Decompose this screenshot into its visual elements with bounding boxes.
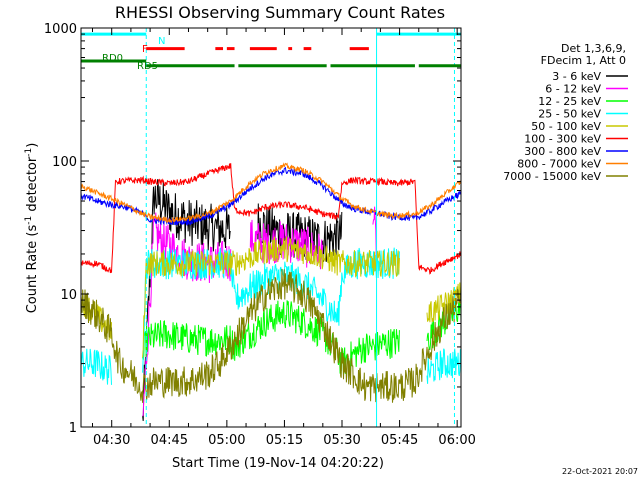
y-axis-label-main: Count Rate (s: [25, 225, 40, 314]
y-axis-label-end: ): [25, 143, 40, 148]
flag-label-f: F: [142, 44, 148, 55]
legend-entry-label: 50 - 100 keV: [531, 120, 601, 133]
vline-layer: [145, 28, 455, 427]
y-tick-label: 10: [60, 288, 77, 303]
plot-frame: [80, 27, 462, 428]
series-layer: [80, 162, 462, 421]
flag-layer: [81, 32, 461, 68]
series-line-5: [80, 163, 462, 275]
y-axis-label-group: Count Rate (s-1 detector-1): [24, 143, 40, 314]
x-tick-label: 05:45: [381, 433, 418, 448]
series-line-2: [142, 295, 462, 377]
x-tick-label: 04:30: [93, 433, 130, 448]
y-axis-label-mid: detector: [25, 156, 40, 216]
legend-entry-label: 3 - 6 keV: [552, 70, 601, 83]
legend-entry-label: 800 - 7000 keV: [517, 158, 601, 171]
y-tick-label: 100: [52, 155, 77, 170]
series-line-7: [80, 162, 462, 224]
legend-entry-label: 12 - 25 keV: [538, 95, 601, 108]
y-tick-label: 1: [69, 421, 77, 436]
y-axis-ticks: 1 10 100 1000: [44, 22, 461, 436]
x-axis-ticks: 04:30 04:45 05:00 05:15 05:30 05:45 06:00: [92, 28, 476, 448]
x-tick-label: 06:00: [438, 433, 475, 448]
flag-label-rd5: RD5: [137, 61, 158, 72]
series-line-8: [80, 268, 462, 403]
chart-title: RHESSI Observing Summary Count Rates: [115, 3, 445, 22]
legend-entry-label: 6 - 12 keV: [545, 83, 601, 96]
x-tick-label: 04:45: [151, 433, 188, 448]
legend-header-line: Det 1,3,6,9,: [561, 42, 626, 55]
y-axis-label-sup2: -1: [24, 148, 34, 157]
timestamp: 22-Oct-2021 20:07: [562, 467, 638, 476]
y-axis-label: Count Rate (s-1 detector-1): [24, 143, 40, 314]
x-axis-label: Start Time (19-Nov-14 04:20:22): [172, 456, 384, 471]
x-tick-label: 05:00: [208, 433, 245, 448]
x-tick-label: 05:30: [323, 433, 360, 448]
legend-header-line: FDecim 1, Att 0: [541, 54, 626, 67]
flag-label-n: N: [158, 36, 165, 47]
legend-entry-label: 7000 - 15000 keV: [503, 170, 601, 183]
flag-label-rd0: RD0: [102, 53, 123, 64]
x-tick-label: 05:15: [266, 433, 303, 448]
flag-labels: NF RD0 RD5: [102, 36, 165, 72]
legend-entry-label: 100 - 300 keV: [524, 133, 601, 146]
legend-entry-label: 300 - 800 keV: [524, 145, 601, 158]
y-axis-label-sup1: -1: [24, 216, 34, 225]
y-tick-label: 1000: [44, 22, 77, 37]
legend-entry-label: 25 - 50 keV: [538, 108, 601, 121]
